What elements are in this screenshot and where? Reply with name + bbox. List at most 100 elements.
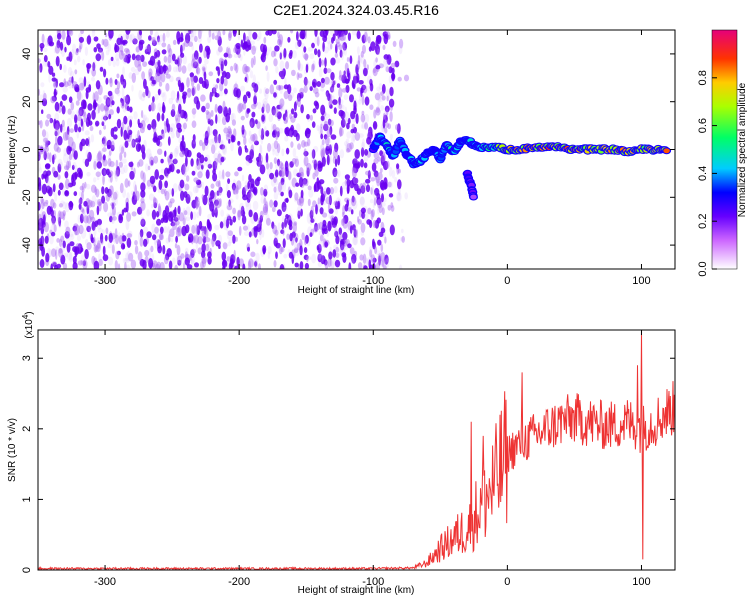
noise-speckle [134,240,138,246]
noise-speckle [259,88,263,94]
snr-multiplier-label: (x104) [21,311,35,338]
noise-speckle [42,214,46,225]
noise-speckle [77,260,84,266]
noise-speckle [291,248,298,255]
noise-speckle [96,205,100,216]
noise-speckle [128,72,133,79]
noise-speckle [341,211,345,218]
noise-speckle [137,206,143,215]
noise-speckle [69,30,74,36]
spectrogram-heatmap [38,30,672,269]
noise-speckle [271,130,277,138]
noise-speckle [319,252,324,263]
noise-speckle [263,184,269,192]
noise-speckle [284,135,289,142]
noise-speckle [65,226,71,235]
noise-speckle [252,200,259,211]
noise-speckle [333,171,340,178]
noise-speckle [62,240,66,249]
noise-speckle [185,216,190,222]
noise-speckle [217,36,222,47]
noise-speckle [271,105,276,116]
noise-speckle [198,30,204,34]
noise-speckle [85,149,90,158]
noise-speckle [77,93,84,101]
noise-speckle [193,96,199,105]
noise-speckle [108,233,114,243]
noise-speckle [84,46,88,56]
noise-speckle [317,197,321,205]
x-tick-label: -100 [362,275,384,287]
noise-speckle [325,30,329,36]
noise-speckle [345,138,350,144]
noise-speckle [226,204,233,211]
noise-speckle [320,133,324,140]
noise-speckle [320,77,325,84]
noise-speckle [329,263,334,269]
noise-speckle [236,256,240,267]
noise-speckle [210,110,214,117]
noise-speckle [48,65,54,76]
noise-speckle [151,223,156,233]
noise-speckle [222,144,227,154]
noise-speckle [307,81,313,88]
noise-speckle [311,63,315,73]
noise-speckle [280,162,284,170]
noise-speckle [339,233,342,241]
noise-speckle [289,161,294,168]
noise-speckle [123,164,128,174]
noise-speckle [242,103,247,110]
noise-speckle [279,101,285,112]
noise-speckle [101,121,105,126]
noise-speckle [41,246,45,257]
noise-speckle [132,38,138,45]
noise-speckle [269,46,272,52]
noise-speckle [340,110,346,120]
noise-speckle [283,253,288,259]
noise-speckle [118,161,123,168]
noise-speckle [68,77,73,83]
noise-speckle [126,250,131,262]
noise-speckle [177,127,182,133]
noise-speckle [323,67,328,74]
noise-speckle [111,244,115,255]
noise-speckle [140,216,145,225]
noise-speckle [237,209,242,218]
noise-speckle [206,111,212,121]
noise-speckle [101,168,107,176]
noise-speckle [138,135,141,144]
noise-speckle [317,49,321,58]
noise-speckle [44,139,48,150]
spectrogram-x-axis: -300 -200 -100 0 100 [94,30,651,287]
noise-speckle [314,222,318,232]
noise-speckle [168,212,172,218]
noise-speckle [244,199,250,208]
noise-speckle [258,154,263,165]
noise-speckle [326,138,332,144]
noise-speckle [383,54,389,60]
noise-speckle [299,245,303,256]
noise-speckle [110,144,115,152]
noise-speckle [106,168,110,176]
noise-speckle [181,164,186,175]
noise-speckle [198,30,202,40]
noise-speckle [146,44,151,55]
noise-speckle [169,228,175,238]
noise-speckle [151,40,157,47]
noise-speckle [263,86,267,97]
noise-speckle [142,172,146,183]
noise-speckle [294,192,299,201]
noise-speckle [297,210,301,219]
noise-speckle [245,159,251,166]
noise-speckle [217,150,221,159]
noise-speckle [163,226,168,234]
noise-speckle [273,186,277,193]
noise-speckle [297,198,302,206]
noise-speckle [279,170,285,178]
noise-speckle [271,142,276,152]
noise-speckle [51,248,57,257]
noise-speckle [278,182,284,191]
noise-speckle [163,255,169,265]
noise-speckle [218,186,223,193]
noise-speckle [57,163,62,173]
